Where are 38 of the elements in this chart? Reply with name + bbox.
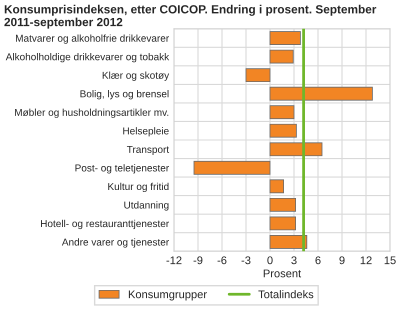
bar [270,198,296,212]
bar [270,50,294,64]
legend-label: Konsumgrupper [128,290,207,300]
bar [270,86,373,101]
x-tick-label: 15 [384,256,396,264]
x-tick-label: 0 [267,256,273,264]
y-tick-label: Helsepleie [123,127,169,136]
chart-title: Konsumprisindeksen, etter COICOP. Endring i prosent. September 2011-september 2012 [4,4,376,29]
x-tick-label: -3 [242,256,250,264]
y-tick-label: Møbler og husholdningsartikler mv. [15,108,168,118]
y-tick-label: Transport [126,146,170,155]
bar [270,124,297,138]
x-tick-label: 12 [360,256,372,264]
bar [270,142,322,156]
bar [270,179,284,194]
x-tick-label: 6 [315,256,321,264]
bar [270,235,308,249]
y-tick-label: Matvarer og alkoholfrie drikkevarer [16,34,169,44]
bar [270,216,296,230]
y-tick-label: Post- og teletjenester [75,164,169,174]
y-tick-label: Bolig, lys og brensel [80,90,168,100]
legend-label: Totalindeks [258,290,314,298]
y-tick-label: Hotell- og restauranttjenester [41,220,169,230]
y-tick-label: Kultur og fritid [108,182,168,192]
y-tick-label: Andre varer og tjenester [62,238,169,248]
x-tick-label: -6 [218,256,226,264]
y-tick-label: Utdanning [124,201,168,211]
x-tick-label: -12 [166,256,182,264]
x-tick-label: -9 [194,256,202,264]
x-axis-title: Prosent [264,270,302,278]
x-tick-label: 3 [291,256,297,264]
bar [246,68,270,82]
bar [194,160,270,175]
x-tick-label: 9 [339,256,345,264]
bar [270,31,301,45]
y-tick-label: Klær og skotøy [102,72,170,81]
bar [270,105,294,120]
y-tick-label: Alkoholholdige drikkevarer og tobakk [6,52,170,62]
